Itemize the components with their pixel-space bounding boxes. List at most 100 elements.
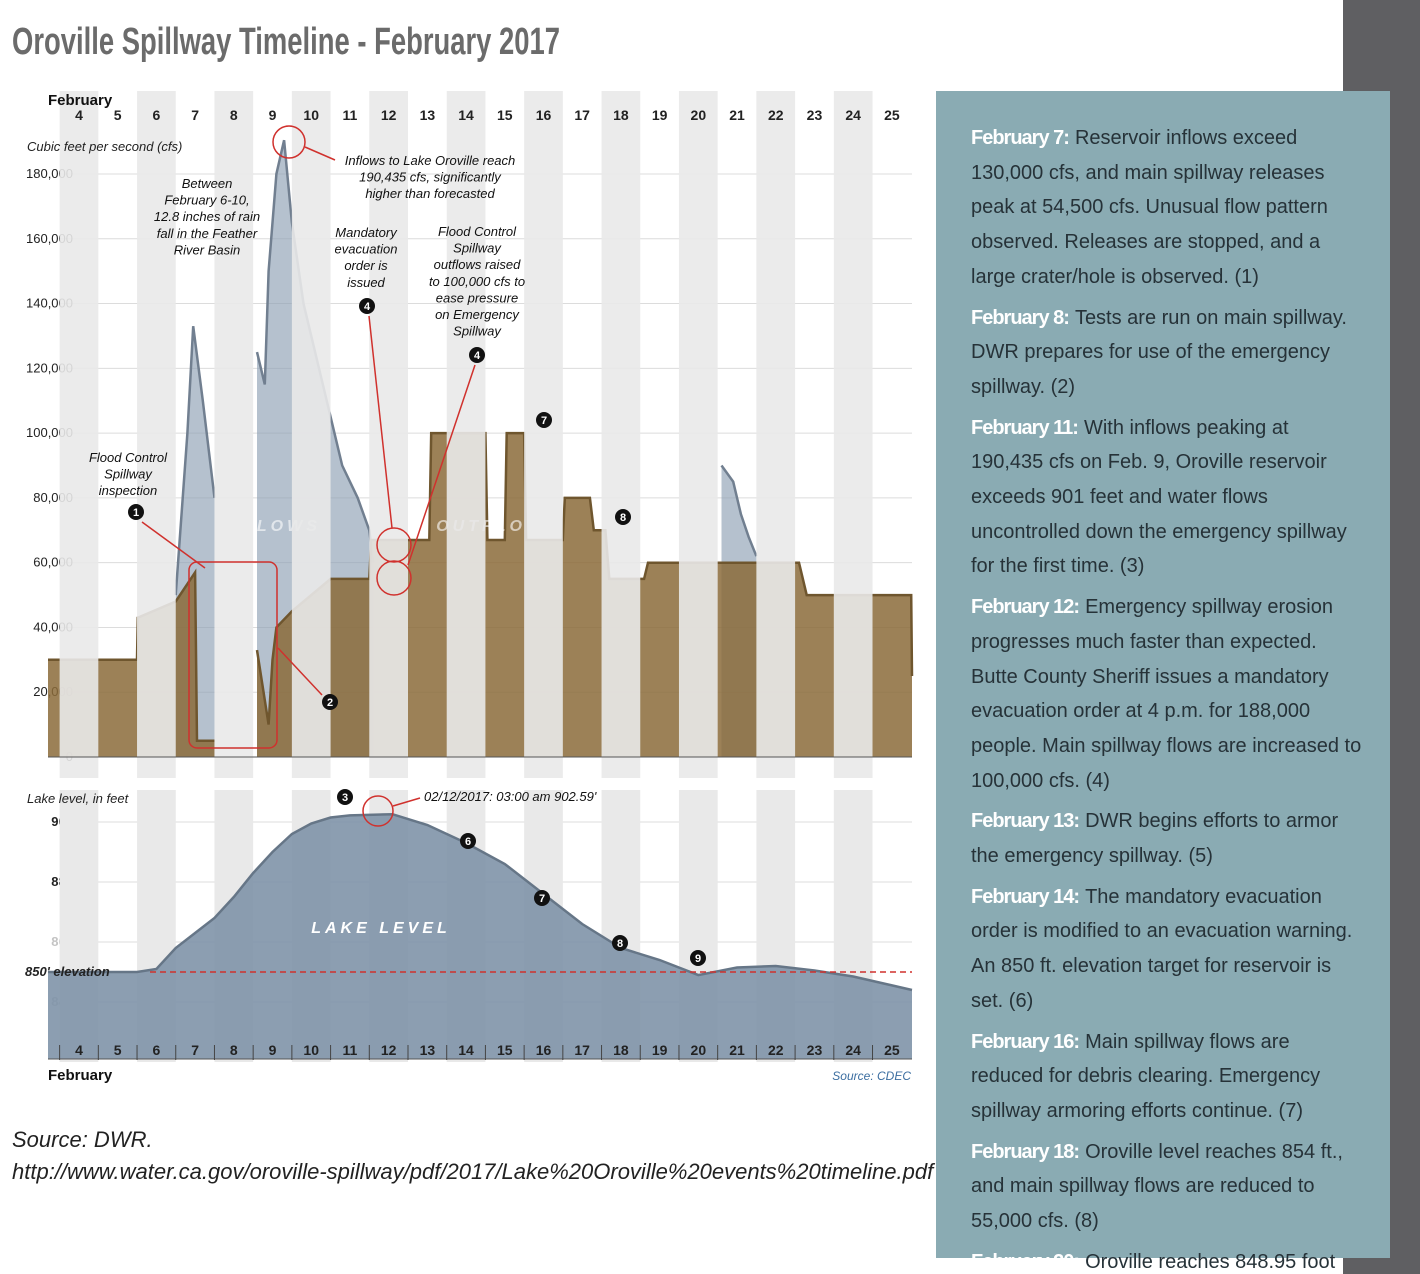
entry-text: Tests are run on main spillway. DWR prep… bbox=[971, 306, 1347, 398]
callout-line bbox=[407, 364, 476, 566]
date-stripe bbox=[59, 91, 99, 778]
x-tick-label: 17 bbox=[574, 107, 590, 123]
callout-line bbox=[368, 315, 393, 529]
x-tick-label: 23 bbox=[807, 1042, 823, 1058]
callout-circle bbox=[272, 125, 306, 159]
x-tick-label: 7 bbox=[191, 1042, 199, 1058]
x-tick-label: 23 bbox=[807, 107, 823, 123]
date-stripe bbox=[678, 91, 718, 778]
entry-date: February 16: bbox=[971, 1030, 1080, 1053]
chart: Oroville Spillway Timeline - February 20… bbox=[12, 21, 914, 1084]
x-tick-label: 8 bbox=[230, 107, 238, 123]
x-tick-label: 11 bbox=[343, 107, 358, 123]
marker bbox=[534, 890, 550, 906]
x-tick-label: 14 bbox=[458, 107, 474, 123]
entry-date: February 7: bbox=[971, 127, 1070, 149]
x-tick-label: 16 bbox=[536, 1042, 552, 1058]
x-tick-label: 15 bbox=[497, 107, 513, 123]
series-area bbox=[48, 814, 912, 1059]
entry-date: February 8: bbox=[971, 306, 1070, 329]
annotation: to 100,000 cfs to bbox=[429, 274, 525, 289]
date-stripe bbox=[214, 91, 254, 778]
callout-circle bbox=[376, 527, 412, 563]
x-tick-label: 12 bbox=[381, 107, 397, 123]
x-tick-label: 25 bbox=[884, 1042, 900, 1058]
annotation: higher than forecasted bbox=[365, 186, 495, 201]
x-tick-label: 18 bbox=[613, 1042, 629, 1058]
marker-label: 8 bbox=[620, 512, 626, 524]
entry-text: Main spillway flows are reduced for debr… bbox=[971, 1030, 1321, 1122]
y-axis-label: Cubic feet per second (cfs) bbox=[27, 139, 182, 154]
annotation: Spillway bbox=[453, 241, 502, 256]
x-tick-label: 8 bbox=[230, 1042, 238, 1058]
marker bbox=[337, 789, 353, 805]
x-axis-label: February bbox=[48, 1067, 113, 1084]
timeline-entry: February 11: With inflows peaking at 190,… bbox=[971, 411, 1362, 585]
annotation: inspection bbox=[99, 483, 158, 498]
marker bbox=[322, 694, 338, 710]
x-tick-label: 13 bbox=[420, 1042, 436, 1058]
x-tick-label: 24 bbox=[845, 1042, 861, 1058]
marker-label: 2 bbox=[327, 697, 333, 709]
source-url: http://www.water.ca.gov/oroville-spillwa… bbox=[12, 1159, 934, 1184]
timeline-entry: February 16: Main spillway flows are redu… bbox=[971, 1025, 1362, 1129]
annotation: issued bbox=[347, 275, 385, 290]
x-axis-label: February bbox=[48, 92, 113, 109]
annotation: February 6-10, bbox=[164, 193, 249, 208]
entry-text: Emergency spillway erosion progresses mu… bbox=[971, 596, 1362, 792]
x-tick-label: 21 bbox=[729, 1042, 745, 1058]
timeline-entry: February 8: Tests are run on main spillwa… bbox=[971, 301, 1362, 405]
x-tick-label: 18 bbox=[613, 107, 629, 123]
marker-label: 9 bbox=[695, 953, 701, 965]
date-stripe bbox=[601, 91, 641, 778]
marker-label: 4 bbox=[474, 350, 481, 362]
x-tick-label: 10 bbox=[303, 107, 319, 123]
x-tick-label: 19 bbox=[652, 107, 668, 123]
entry-date: February 11: bbox=[971, 416, 1079, 439]
annotation: Flood Control bbox=[89, 450, 168, 465]
series-label: LAKE LEVEL bbox=[311, 920, 451, 937]
callout-circle bbox=[362, 795, 394, 827]
annotation: Inflows to Lake Oroville reach bbox=[345, 153, 516, 168]
date-stripe bbox=[756, 91, 796, 778]
callout-circle bbox=[376, 560, 412, 596]
x-tick-label: 20 bbox=[691, 1042, 707, 1058]
x-tick-label: 10 bbox=[303, 1042, 319, 1058]
annotation: 02/12/2017: 03:00 am 902.59' bbox=[424, 789, 597, 804]
marker bbox=[536, 412, 552, 428]
annotation: 190,435 cfs, significantly bbox=[359, 170, 502, 185]
date-stripe bbox=[833, 91, 873, 778]
x-tick-label: 7 bbox=[191, 107, 199, 123]
x-tick-label: 22 bbox=[768, 107, 784, 123]
page-title: Oroville Spillway Timeline - February 20… bbox=[12, 21, 560, 63]
source: Source: DWR. http://www.water.ca.gov/oro… bbox=[12, 1124, 933, 1188]
date-stripe bbox=[137, 91, 176, 778]
entry-date: February 13: bbox=[971, 810, 1080, 833]
entry-date: February 18: bbox=[971, 1140, 1080, 1163]
marker bbox=[128, 504, 144, 520]
timeline-entry: February 14: The mandatory evacuation ord… bbox=[971, 880, 1362, 1019]
annotation: fall in the Feather bbox=[157, 226, 258, 241]
marker-label: 1 bbox=[133, 507, 139, 519]
date-stripe bbox=[369, 91, 408, 778]
marker-label: 3 bbox=[342, 792, 348, 804]
marker-label: 8 bbox=[617, 938, 623, 950]
marker bbox=[460, 833, 476, 849]
marker-label: 6 bbox=[465, 836, 471, 848]
x-tick-label: 9 bbox=[269, 1042, 277, 1058]
callout-line bbox=[304, 146, 336, 161]
x-tick-label: 13 bbox=[420, 107, 436, 123]
timeline-entry: February 7: Reservoir inflows exceed 130,… bbox=[971, 121, 1362, 295]
entry-text: Oroville level reaches 854 ft., and main… bbox=[971, 1140, 1343, 1233]
entry-text: Reservoir inflows exceed 130,000 cfs, an… bbox=[971, 127, 1328, 288]
entry-date: February 14: bbox=[971, 885, 1080, 908]
annotation: Spillway bbox=[453, 324, 502, 339]
timeline-panel: February 7: Reservoir inflows exceed 130,… bbox=[936, 91, 1390, 1273]
date-stripe bbox=[446, 91, 486, 778]
reference-label: 850' elevation bbox=[25, 964, 110, 979]
x-tick-label: 6 bbox=[152, 1042, 160, 1058]
x-tick-label: 15 bbox=[497, 1042, 513, 1058]
entry-text: Oroville reaches 848.95 foot elevation. … bbox=[1085, 1250, 1336, 1273]
x-tick-label: 4 bbox=[75, 1042, 83, 1058]
